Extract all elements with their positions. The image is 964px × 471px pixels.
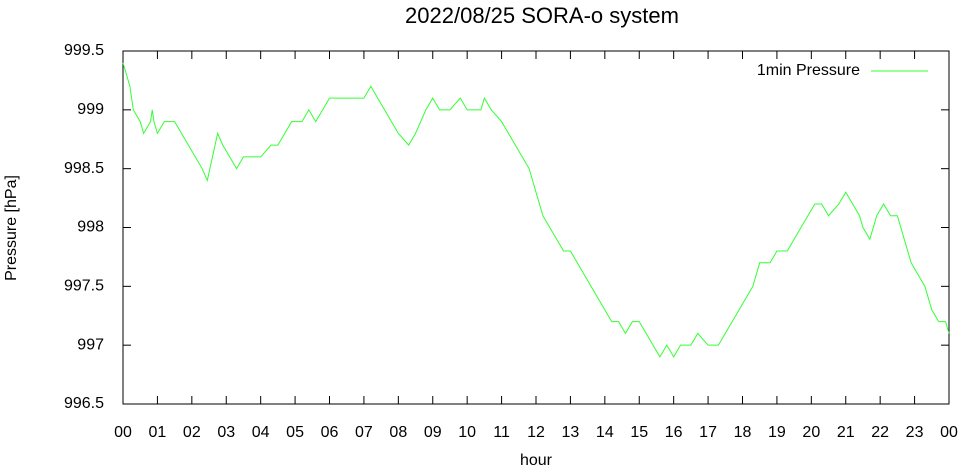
y-tick-label: 997.5 bbox=[64, 278, 104, 295]
x-tick-label: 16 bbox=[665, 424, 683, 441]
x-axis-label: hour bbox=[520, 452, 553, 469]
x-tick-label: 10 bbox=[458, 424, 476, 441]
x-tick-label: 07 bbox=[355, 424, 373, 441]
x-tick-label: 00 bbox=[114, 424, 132, 441]
x-tick-label: 21 bbox=[837, 424, 855, 441]
x-tick-label: 00 bbox=[940, 424, 958, 441]
y-tick-label: 996.5 bbox=[64, 395, 104, 412]
x-tick-label: 15 bbox=[630, 424, 648, 441]
y-axis-label: Pressure [hPa] bbox=[3, 175, 20, 281]
chart-title: 2022/08/25 SORA-o system bbox=[405, 3, 679, 28]
x-tick-label: 14 bbox=[596, 424, 614, 441]
x-tick-label: 01 bbox=[149, 424, 167, 441]
x-tick-label: 18 bbox=[734, 424, 752, 441]
y-tick-label: 999.5 bbox=[64, 42, 104, 59]
x-tick-label: 03 bbox=[217, 424, 235, 441]
y-tick-label: 998.5 bbox=[64, 160, 104, 177]
x-tick-label: 13 bbox=[562, 424, 580, 441]
y-tick-label: 997 bbox=[77, 336, 104, 353]
x-tick-label: 17 bbox=[699, 424, 717, 441]
x-tick-label: 06 bbox=[321, 424, 339, 441]
x-tick-label: 12 bbox=[527, 424, 545, 441]
x-tick-label: 04 bbox=[252, 424, 270, 441]
x-tick-label: 08 bbox=[389, 424, 407, 441]
x-tick-label: 02 bbox=[183, 424, 201, 441]
x-tick-label: 23 bbox=[906, 424, 924, 441]
x-tick-label: 19 bbox=[768, 424, 786, 441]
x-tick-label: 22 bbox=[871, 424, 889, 441]
y-tick-label: 998 bbox=[77, 219, 104, 236]
x-tick-label: 05 bbox=[286, 424, 304, 441]
y-tick-label: 999 bbox=[77, 101, 104, 118]
legend-label: 1min Pressure bbox=[757, 62, 860, 79]
line-series bbox=[122, 62, 950, 358]
x-tick-label: 09 bbox=[424, 424, 442, 441]
x-tick-label: 11 bbox=[493, 424, 510, 441]
x-tick-label: 20 bbox=[802, 424, 820, 441]
plot-frame bbox=[122, 50, 950, 405]
